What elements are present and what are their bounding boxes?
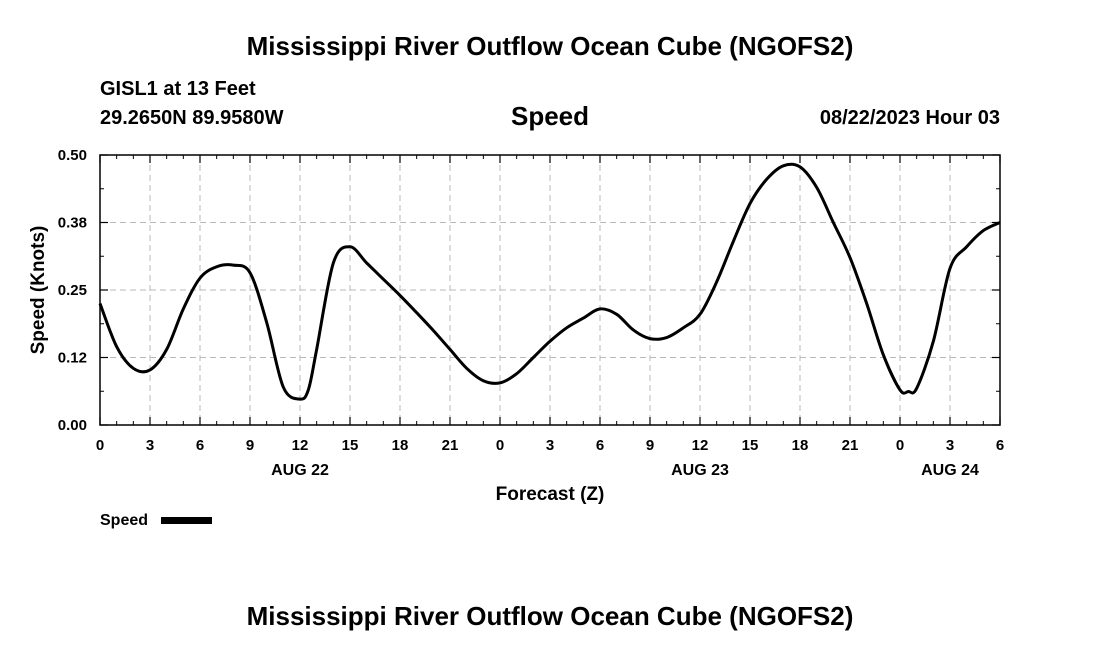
x-tick-label: 9 xyxy=(246,437,254,454)
y-tick-label: 0.12 xyxy=(58,350,87,367)
x-axis-label: Forecast (Z) xyxy=(496,484,605,505)
x-tick-label: 0 xyxy=(496,437,504,454)
forecast-datetime: 08/22/2023 Hour 03 xyxy=(820,107,1000,129)
y-tick-label: 0.00 xyxy=(58,417,87,434)
date-labels: AUG 22 AUG 23 AUG 24 xyxy=(271,462,979,479)
x-tick-label: 0 xyxy=(96,437,104,454)
x-tick-label: 18 xyxy=(392,437,409,454)
plot-frame xyxy=(99,154,1001,426)
legend-label: Speed xyxy=(100,512,148,529)
legend: Speed xyxy=(100,512,212,529)
x-tick-label: 3 xyxy=(146,437,154,454)
date-label: AUG 23 xyxy=(671,462,729,479)
x-tick-label: 12 xyxy=(692,437,709,454)
x-tick-label: 15 xyxy=(342,437,359,454)
date-label: AUG 24 xyxy=(921,462,979,479)
x-tick-label: 15 xyxy=(742,437,759,454)
y-tick-label: 0.25 xyxy=(58,282,87,299)
x-tick-label: 21 xyxy=(442,437,459,454)
x-tick-label: 18 xyxy=(792,437,809,454)
x-tick-label: 0 xyxy=(896,437,904,454)
y-tick-label: 0.50 xyxy=(58,147,87,164)
x-tick-label: 21 xyxy=(842,437,859,454)
series-line-speed xyxy=(98,162,1001,401)
y-axis-label: Speed (Knots) xyxy=(28,226,49,355)
grid xyxy=(100,155,1000,425)
x-tick-label: 6 xyxy=(996,437,1004,454)
y-tick-label: 0.38 xyxy=(58,215,87,232)
x-tick-labels: 0 3 6 9 12 15 18 21 0 3 6 9 12 15 18 21 0 3 6 xyxy=(96,437,1004,454)
station-label: GISL1 at 13 Feet xyxy=(100,78,256,100)
main-title: Mississippi River Outflow Ocean Cube (NG… xyxy=(247,31,854,61)
legend-swatch xyxy=(161,517,212,524)
bottom-title: Mississippi River Outflow Ocean Cube (NG… xyxy=(247,601,854,631)
x-tick-label: 6 xyxy=(596,437,604,454)
x-tick-label: 3 xyxy=(546,437,554,454)
x-tick-label: 9 xyxy=(646,437,654,454)
x-tick-label: 6 xyxy=(196,437,204,454)
x-tick-label: 3 xyxy=(946,437,954,454)
date-label: AUG 22 xyxy=(271,462,329,479)
series-layer xyxy=(98,162,1001,401)
station-coordinates: 29.2650N 89.9580W xyxy=(100,107,284,129)
y-tick-labels: 0.00 0.12 0.25 0.38 0.50 xyxy=(58,147,87,434)
variable-title: Speed xyxy=(511,101,589,131)
x-tick-label: 12 xyxy=(292,437,309,454)
